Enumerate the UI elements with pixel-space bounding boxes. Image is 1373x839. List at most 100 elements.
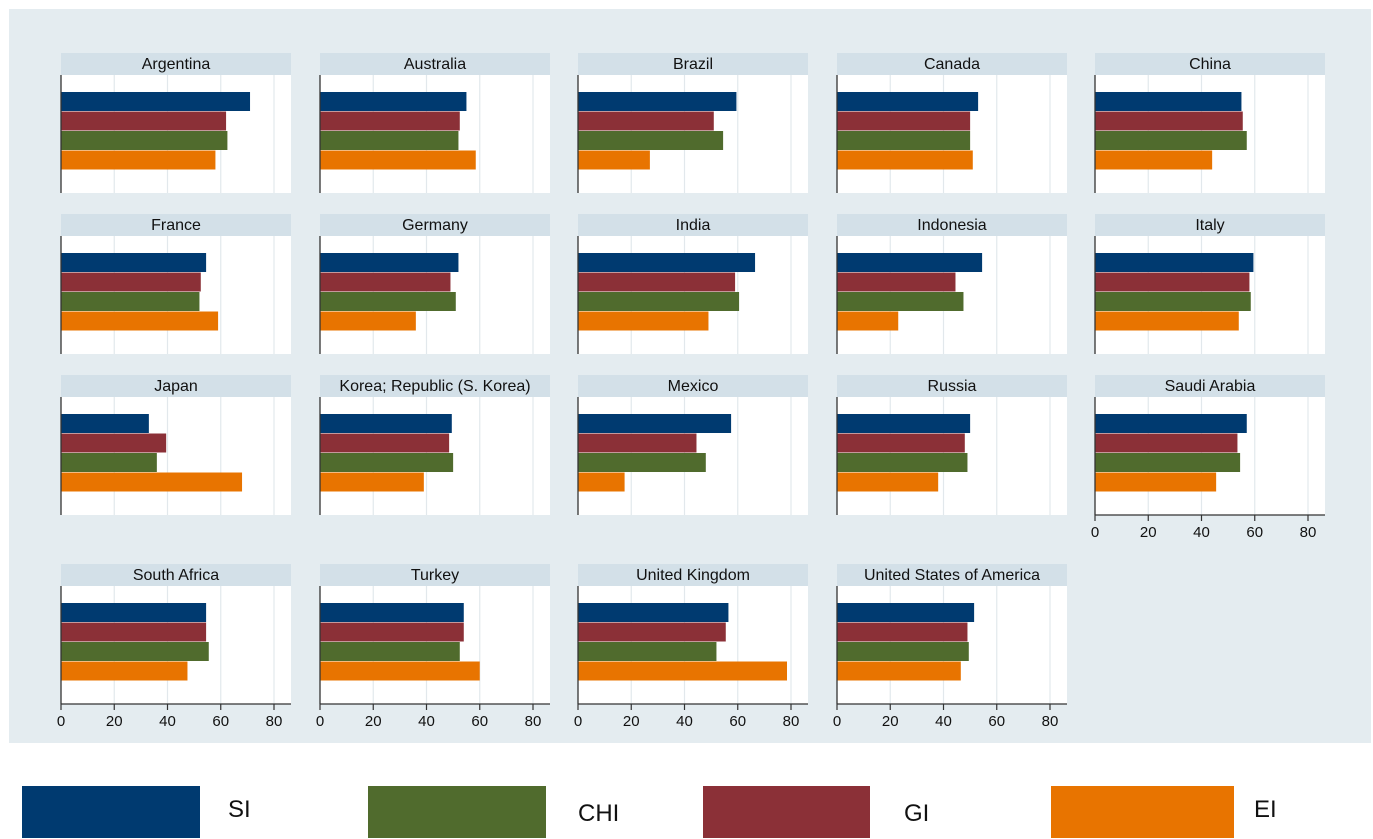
bar-ei [1095, 150, 1213, 170]
x-tick-label: 80 [783, 713, 800, 730]
bar-si [61, 92, 251, 111]
bar-gi [320, 272, 451, 292]
bar-ei [61, 311, 219, 331]
panel-title: Mexico [668, 378, 719, 395]
bar-si [578, 92, 737, 111]
x-tick-label: 20 [106, 713, 123, 730]
x-tick-label: 40 [159, 713, 176, 730]
x-tick-label: 60 [988, 713, 1005, 730]
legend-label-chi: CHI [578, 800, 620, 827]
panel-title-strip [837, 564, 1067, 586]
bar-chi [320, 131, 459, 150]
bar-gi [61, 433, 167, 453]
bar-ei [61, 472, 243, 492]
x-tick-label: 0 [574, 713, 582, 730]
bar-si [837, 603, 975, 622]
panel-title: Canada [924, 56, 980, 73]
bar-ei [1095, 472, 1217, 492]
x-tick-label: 60 [1246, 524, 1263, 541]
legend-swatch-chi [368, 786, 546, 838]
panel-title: Indonesia [917, 217, 986, 234]
bar-gi [61, 622, 207, 642]
bar-ei [320, 150, 476, 170]
panel-title: United States of America [864, 567, 1040, 584]
panel-title: China [1189, 56, 1231, 73]
panels-layer: Argentina Australia Brazil Canada China Franc… [57, 53, 1325, 730]
bar-si [837, 414, 971, 433]
bar-ei [1095, 311, 1239, 331]
bar-si [1095, 92, 1242, 111]
panel: China [1094, 53, 1325, 193]
panel-title-strip [578, 564, 808, 586]
panel: France [60, 214, 291, 354]
bar-gi [837, 272, 956, 292]
panel: Brazil [577, 53, 808, 193]
panel-title: Korea; Republic (S. Korea) [339, 378, 530, 395]
panel: Australia [319, 53, 550, 193]
bar-si [320, 253, 459, 272]
bar-gi [1095, 433, 1238, 453]
panel: Italy [1094, 214, 1325, 354]
panel-title-strip [1095, 214, 1325, 236]
bar-si [578, 253, 756, 272]
bar-ei [578, 661, 788, 681]
panel-title-strip [837, 375, 1067, 397]
bar-chi [837, 453, 968, 472]
bar-chi [320, 453, 454, 472]
bar-gi [837, 622, 968, 642]
panel-title-strip [578, 214, 808, 236]
panel-title-strip [61, 214, 291, 236]
bar-chi [320, 292, 456, 311]
bar-gi [837, 433, 965, 453]
panel: Germany [319, 214, 550, 354]
panel-title-strip [578, 375, 808, 397]
bar-chi [61, 292, 200, 311]
panel: Argentina [60, 53, 291, 193]
bar-si [61, 253, 207, 272]
bar-chi [578, 131, 724, 150]
panel-title: Japan [154, 378, 198, 395]
x-tick-label: 0 [316, 713, 324, 730]
panel-title-strip [837, 53, 1067, 75]
bar-gi [320, 111, 460, 131]
panel: Turkey 0 20 40 60 80 [316, 564, 550, 730]
bar-ei [837, 472, 939, 492]
bar-ei [320, 661, 480, 681]
bar-gi [578, 622, 726, 642]
bar-gi [1095, 111, 1243, 131]
panel: United Kingdom 0 20 40 60 80 [574, 564, 808, 730]
x-tick-label: 80 [1042, 713, 1059, 730]
bar-ei [320, 311, 416, 331]
bar-ei [578, 311, 709, 331]
x-tick-label: 20 [365, 713, 382, 730]
bar-chi [578, 642, 717, 661]
bar-si [61, 603, 207, 622]
bar-ei [837, 311, 899, 331]
x-tick-label: 20 [623, 713, 640, 730]
panel: India [577, 214, 808, 354]
bar-si [61, 414, 149, 433]
panel-title-strip [61, 564, 291, 586]
x-tick-label: 60 [729, 713, 746, 730]
x-tick-label: 0 [57, 713, 65, 730]
panel: Japan [60, 375, 291, 515]
panel-title-strip [61, 375, 291, 397]
x-tick-label: 0 [1091, 524, 1099, 541]
bar-gi [61, 272, 201, 292]
bar-ei [837, 661, 961, 681]
bar-si [578, 414, 732, 433]
bar-ei [320, 472, 424, 492]
bar-chi [1095, 453, 1241, 472]
legend-swatch-si [22, 786, 200, 838]
panel-title: Argentina [142, 56, 211, 73]
panel-title: Saudi Arabia [1165, 378, 1256, 395]
bar-ei [578, 472, 625, 492]
legend-swatch-gi [703, 786, 870, 838]
panel-title-strip [1095, 375, 1325, 397]
panel: Canada [836, 53, 1067, 193]
bar-gi [578, 272, 736, 292]
bar-ei [837, 150, 973, 170]
panel-title: Australia [404, 56, 466, 73]
x-tick-label: 80 [1300, 524, 1317, 541]
x-tick-label: 40 [935, 713, 952, 730]
